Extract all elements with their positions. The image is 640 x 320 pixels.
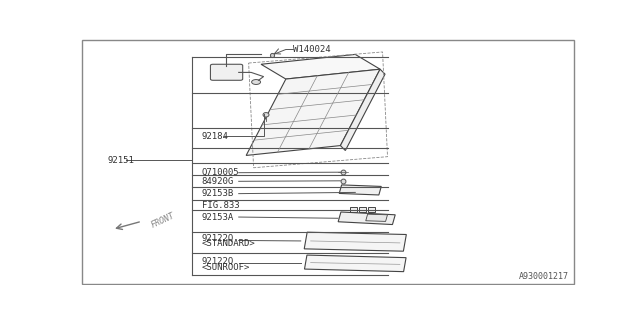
Polygon shape bbox=[365, 214, 387, 221]
Text: 92184: 92184 bbox=[202, 132, 228, 141]
Text: A930001217: A930001217 bbox=[518, 272, 568, 281]
Text: W140024: W140024 bbox=[293, 45, 331, 54]
Ellipse shape bbox=[263, 113, 269, 117]
Text: <STANDARD>: <STANDARD> bbox=[202, 239, 255, 248]
Polygon shape bbox=[338, 212, 396, 225]
Text: 92151: 92151 bbox=[108, 156, 134, 165]
Bar bbox=[350, 207, 357, 212]
Text: 92122Q: 92122Q bbox=[202, 234, 234, 243]
Polygon shape bbox=[246, 69, 380, 156]
Polygon shape bbox=[261, 54, 380, 79]
Bar bbox=[368, 207, 375, 212]
Text: 84920G: 84920G bbox=[202, 177, 234, 186]
Text: FIG.833: FIG.833 bbox=[202, 202, 239, 211]
Polygon shape bbox=[339, 185, 381, 195]
Text: 92153B: 92153B bbox=[202, 189, 234, 198]
FancyBboxPatch shape bbox=[211, 64, 243, 80]
Text: 92122Q: 92122Q bbox=[202, 257, 234, 266]
Polygon shape bbox=[305, 255, 406, 272]
Polygon shape bbox=[304, 232, 406, 251]
Text: Q710005: Q710005 bbox=[202, 168, 239, 177]
Text: 92153A: 92153A bbox=[202, 212, 234, 221]
Ellipse shape bbox=[252, 80, 260, 84]
Polygon shape bbox=[340, 69, 385, 150]
Text: FRONT: FRONT bbox=[150, 212, 176, 230]
Text: <SUNROOF>: <SUNROOF> bbox=[202, 263, 250, 272]
Bar bbox=[359, 207, 366, 212]
